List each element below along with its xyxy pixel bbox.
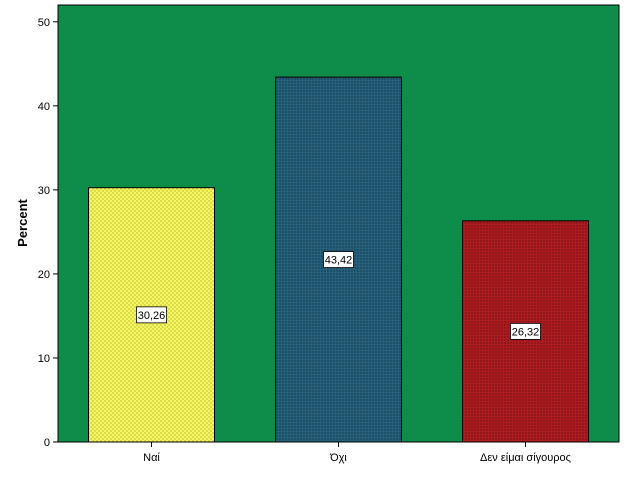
x-tick-label: Δεν είμαι σίγουρος — [480, 452, 571, 464]
x-tick-label: Όχι — [329, 452, 347, 464]
y-tick-label: 20 — [38, 269, 50, 281]
y-tick-label: 10 — [38, 353, 50, 365]
data-label: 30,26 — [138, 310, 166, 322]
data-label-box — [510, 323, 541, 340]
data-label: 26,32 — [512, 326, 540, 338]
y-tick-label: 0 — [44, 437, 50, 449]
data-label-box — [136, 306, 167, 324]
y-tick-label: 50 — [38, 17, 50, 29]
y-axis-title: Percent — [15, 198, 30, 246]
y-tick-label: 30 — [38, 185, 50, 197]
data-label-box — [323, 251, 354, 268]
x-axis: Ναί Όχι Δεν είμαι σίγουρος — [58, 441, 619, 464]
y-tick-label: 40 — [38, 101, 50, 113]
x-tick-label: Ναί — [143, 452, 160, 464]
y-axis: 0 10 20 30 40 50 — [38, 5, 59, 449]
bars-group — [88, 76, 589, 443]
data-labels-group: 30,26 43,42 26,32 — [136, 251, 541, 340]
data-label: 43,42 — [325, 255, 353, 267]
